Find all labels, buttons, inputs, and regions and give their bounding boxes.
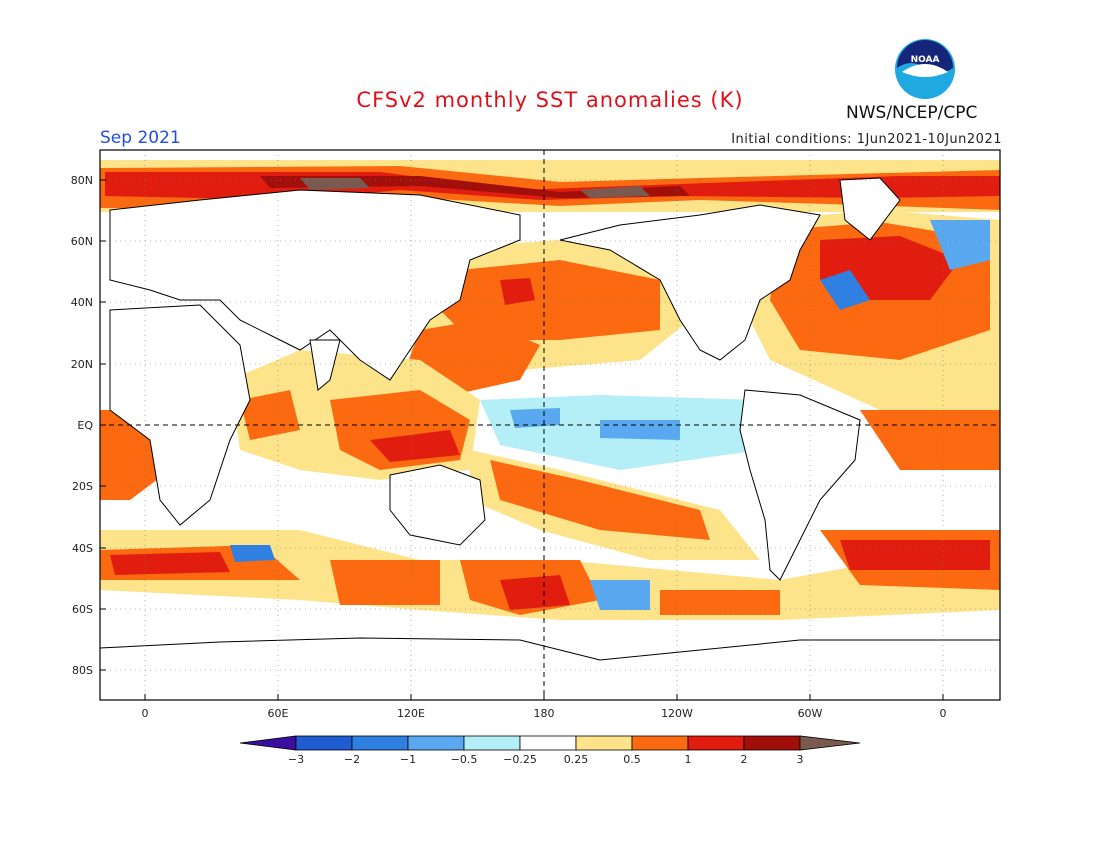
- colorbar-label: 2: [741, 753, 748, 766]
- south-pacific-warm-band: [470, 450, 760, 560]
- gridlines: [100, 150, 1000, 700]
- australia-land: [389, 464, 486, 546]
- south-america-land: [739, 389, 861, 581]
- lat-tick-label: 60N: [71, 235, 93, 248]
- north-atlantic-anomaly: [740, 210, 1000, 420]
- map-field: [100, 150, 1000, 700]
- colorbar-high-arrow: [799, 735, 861, 751]
- colorbar-swatch: [407, 735, 465, 751]
- chart-title: CFSv2 monthly SST anomalies (K): [356, 88, 744, 112]
- lon-tick-label: 60W: [798, 707, 823, 720]
- lon-tick-label: 0: [940, 707, 947, 720]
- equatorial-pacific-cool: [480, 395, 760, 470]
- lat-tick-label: 80S: [72, 664, 93, 677]
- lat-tick-label: EQ: [77, 419, 93, 432]
- colorbar-label: −2: [344, 753, 360, 766]
- lon-tick-label: 60E: [268, 707, 289, 720]
- forecast-month: Sep 2021: [100, 128, 181, 148]
- lon-tick-label: 120W: [661, 707, 693, 720]
- colorbar-label: 3: [797, 753, 804, 766]
- north-america-land: [559, 204, 821, 361]
- colorbar-swatch: [351, 735, 409, 751]
- initial-conditions: Initial conditions: 1Jun2021-10Jun2021: [731, 132, 1002, 147]
- lat-tick-label: 40N: [71, 296, 93, 309]
- lat-tick-label: 40S: [72, 542, 93, 555]
- colorbar-swatch: [687, 735, 745, 751]
- colorbar-label: −0.25: [503, 753, 537, 766]
- lon-tick-label: 180: [534, 707, 555, 720]
- colorbar-label: 1: [685, 753, 692, 766]
- colorbar-swatch: [519, 735, 577, 751]
- india-land: [309, 339, 341, 391]
- lat-tick-label: 60S: [72, 603, 93, 616]
- colorbar-label: −0.5: [451, 753, 478, 766]
- colorbar-swatch: [631, 735, 689, 751]
- indo-pacific-warm-anomaly: [230, 350, 480, 480]
- longitude-labels: 0 60E 120E 180 120W 60W 0: [142, 694, 947, 720]
- noaa-logo: NOAA: [894, 38, 956, 100]
- lat-tick-label: 20N: [71, 358, 93, 371]
- colorbar-label: 0.5: [623, 753, 641, 766]
- colorbar-label: 0.25: [564, 753, 589, 766]
- north-pacific-anomaly: [400, 240, 690, 400]
- latitude-labels: 80N 60N 40N 20N EQ 20S 40S 60S 80S: [71, 174, 106, 677]
- colorbar-swatch: [743, 735, 801, 751]
- colorbar-swatch: [463, 735, 521, 751]
- lat-tick-label: 20S: [72, 480, 93, 493]
- antarctica-land: [100, 637, 1000, 700]
- continents: [100, 177, 1000, 700]
- southern-ocean-anomaly: [100, 530, 1000, 620]
- colorbar: −3 −2 −1 −0.5 −0.25 0.25 0.5 1 2 3: [239, 735, 861, 766]
- colorbar-swatch: [575, 735, 633, 751]
- greenland-land: [839, 177, 901, 241]
- lon-tick-label: 120E: [397, 707, 425, 720]
- colorbar-label: −3: [288, 753, 304, 766]
- colorbar-low-arrow: [239, 735, 297, 751]
- lat-tick-label: 80N: [71, 174, 93, 187]
- colorbar-label: −1: [400, 753, 416, 766]
- colorbar-swatch: [295, 735, 353, 751]
- agency-label: NWS/NCEP/CPC: [846, 103, 978, 123]
- lon-tick-label: 0: [142, 707, 149, 720]
- noaa-logo-text: NOAA: [911, 55, 940, 65]
- eurasia-land: [109, 189, 521, 381]
